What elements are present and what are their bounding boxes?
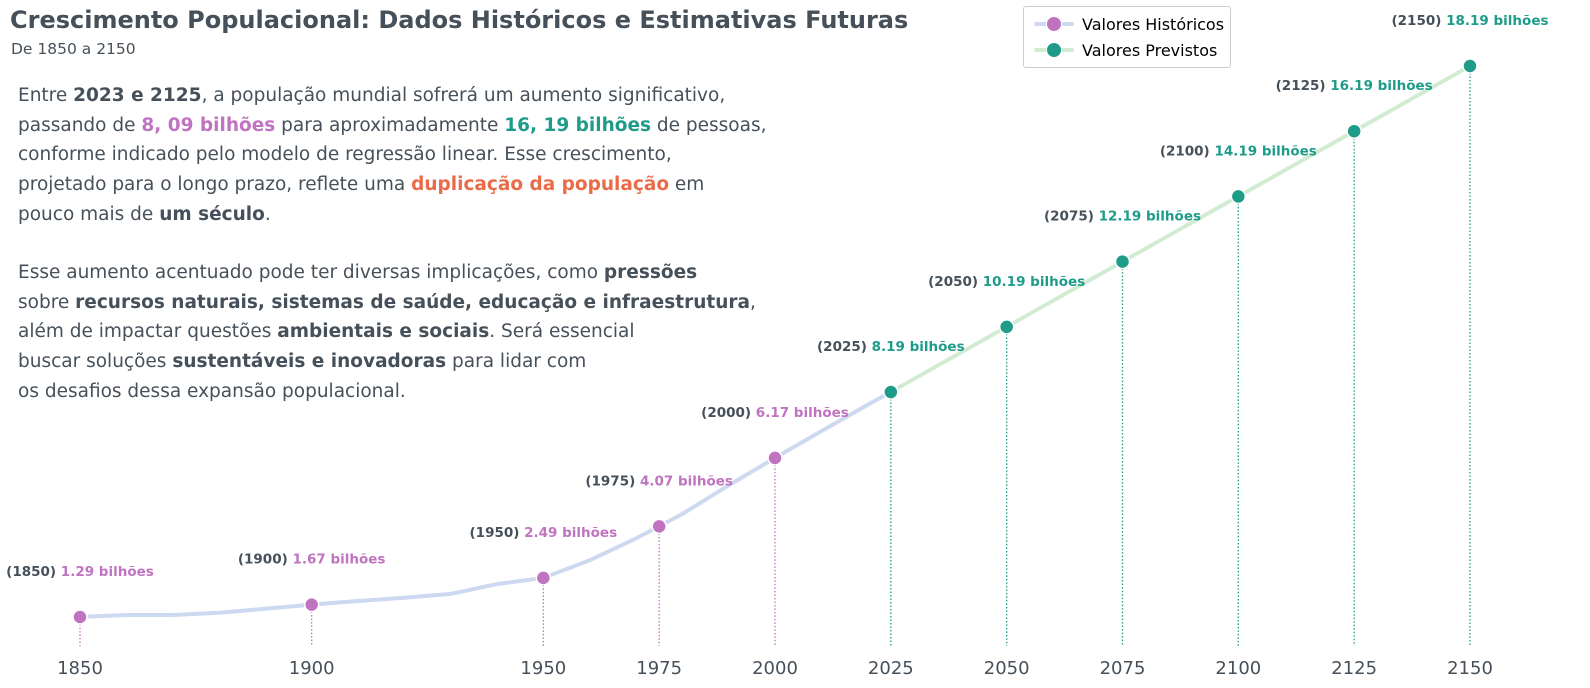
population-2125-highlight: 16, 19 bilhões — [504, 114, 652, 136]
historical-data-point — [72, 609, 88, 625]
x-tick-label: 2025 — [868, 658, 914, 679]
data-label-year: (1950) — [470, 525, 525, 541]
forecast-data-label: (2025) 8.19 bilhões — [817, 339, 965, 355]
x-tick-label: 2150 — [1447, 658, 1493, 679]
data-label-value: 2.49 bilhões — [524, 525, 617, 541]
forecast-data-label: (2075) 12.19 bilhões — [1044, 209, 1201, 225]
data-label-value: 12.19 bilhões — [1099, 209, 1201, 225]
data-label-year: (2100) — [1160, 143, 1215, 159]
forecast-data-point — [1114, 253, 1131, 270]
chart-subtitle: De 1850 a 2150 — [11, 40, 136, 58]
data-label-value: 8.19 bilhões — [872, 339, 965, 355]
population-2023-highlight: 8, 09 bilhões — [141, 114, 276, 136]
data-label-value: 1.67 bilhões — [292, 552, 385, 568]
data-label-value: 4.07 bilhões — [640, 473, 733, 489]
data-label-year: (2000) — [701, 405, 756, 421]
data-label-value: 6.17 bilhões — [756, 405, 849, 421]
data-label-year: (1900) — [238, 552, 293, 568]
historical-data-point — [767, 450, 783, 466]
x-tick-label: 1950 — [520, 658, 566, 679]
historical-marker-icon — [1034, 14, 1074, 34]
x-tick-label: 1850 — [57, 658, 103, 679]
historical-data-label: (1975) 4.07 bilhões — [585, 473, 733, 489]
data-label-value: 10.19 bilhões — [983, 274, 1085, 290]
x-tick-label: 1900 — [289, 658, 335, 679]
implications-paragraph: Esse aumento acentuado pode ter diversas… — [18, 262, 756, 402]
historical-series-line — [78, 390, 893, 619]
forecast-data-label: (2050) 10.19 bilhões — [928, 274, 1085, 290]
historical-data-point — [651, 518, 667, 535]
data-label-value: 16.19 bilhões — [1330, 78, 1432, 94]
forecast-data-point — [883, 384, 899, 400]
x-tick-label: 2125 — [1331, 658, 1377, 679]
data-label-value: 1.29 bilhões — [61, 564, 154, 580]
forecast-data-point — [998, 319, 1015, 335]
historical-data-point — [303, 596, 320, 613]
data-label-year: (2150) — [1391, 13, 1446, 29]
forecast-data-label: (2150) 18.19 bilhões — [1391, 13, 1548, 29]
legend-item-forecast: Valores Previstos — [1034, 38, 1217, 62]
data-label-year: (2025) — [817, 339, 872, 355]
legend-label-forecast: Valores Previstos — [1082, 40, 1218, 60]
forecast-data-label: (2100) 14.19 bilhões — [1160, 143, 1317, 159]
legend-label-historical: Valores Históricos — [1082, 14, 1225, 34]
historical-data-label: (1950) 2.49 bilhões — [470, 525, 618, 541]
historical-data-label: (1900) 1.67 bilhões — [238, 552, 386, 568]
data-label-year: (2125) — [1276, 78, 1331, 94]
forecast-data-point — [1346, 123, 1362, 139]
duplication-highlight: duplicação da população — [411, 174, 670, 196]
x-tick-label: 2075 — [1100, 658, 1146, 679]
data-label-year: (2075) — [1044, 209, 1099, 225]
data-label-value: 18.19 bilhões — [1446, 13, 1548, 29]
summary-paragraph: Entre 2023 e 2125, a população mundial s… — [18, 85, 767, 225]
data-label-year: (1975) — [585, 473, 640, 489]
x-tick-label: 2100 — [1215, 658, 1261, 679]
forecast-marker-icon — [1034, 40, 1074, 60]
x-tick-label: 2050 — [984, 658, 1030, 679]
legend-item-historical: Valores Históricos — [1034, 12, 1224, 36]
historical-data-label: (1850) 1.29 bilhões — [6, 564, 154, 580]
x-tick-label: 1975 — [636, 658, 682, 679]
forecast-data-label: (2125) 16.19 bilhões — [1276, 78, 1433, 94]
forecast-data-point — [1462, 58, 1478, 74]
forecast-series-line — [888, 64, 1472, 394]
historical-data-point — [535, 570, 552, 586]
forecast-data-point — [1230, 188, 1247, 205]
data-label-year: (1850) — [6, 564, 61, 580]
data-label-year: (2050) — [928, 274, 983, 290]
historical-data-label: (2000) 6.17 bilhões — [701, 405, 849, 421]
chart-legend: Valores Históricos Valores Previstos — [1023, 6, 1231, 68]
data-label-value: 14.19 bilhões — [1214, 143, 1316, 159]
x-tick-label: 2000 — [752, 658, 798, 679]
chart-title: Crescimento Populacional: Dados Históric… — [10, 6, 909, 34]
